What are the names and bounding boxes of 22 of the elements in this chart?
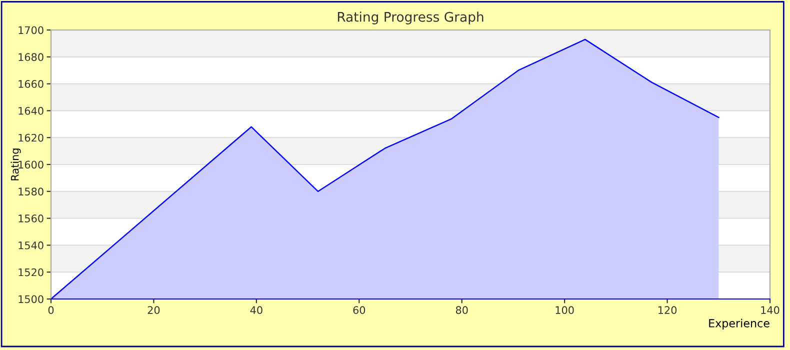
x-axis-title: Experience bbox=[709, 318, 770, 330]
y-tick-label: 1660 bbox=[18, 80, 44, 88]
x-tick-label: 100 bbox=[556, 306, 574, 314]
y-tick-label: 1500 bbox=[18, 295, 44, 304]
x-tick-label: 40 bbox=[250, 306, 262, 314]
chart-title: Rating Progress Graph bbox=[338, 12, 484, 24]
y-tick-label: 1600 bbox=[18, 160, 44, 169]
y-tick-label: 1640 bbox=[18, 106, 44, 115]
y-tick-label: 1700 bbox=[18, 26, 44, 34]
x-tick-label: 20 bbox=[148, 306, 160, 314]
y-axis-title: Rating bbox=[10, 148, 21, 180]
y-tick-label: 1580 bbox=[18, 188, 44, 196]
x-tick-label: 0 bbox=[48, 306, 54, 314]
y-tick-label: 1560 bbox=[18, 214, 44, 222]
x-tick-label: 140 bbox=[761, 306, 780, 314]
y-tick-label: 1520 bbox=[18, 268, 44, 276]
y-tick-label: 1680 bbox=[18, 53, 44, 62]
y-tick-label: 1620 bbox=[18, 134, 44, 142]
x-tick-label: 60 bbox=[353, 306, 366, 314]
x-tick-label: 80 bbox=[456, 306, 468, 314]
y-tick-label: 1540 bbox=[18, 241, 44, 250]
x-tick-label: 120 bbox=[658, 306, 677, 314]
